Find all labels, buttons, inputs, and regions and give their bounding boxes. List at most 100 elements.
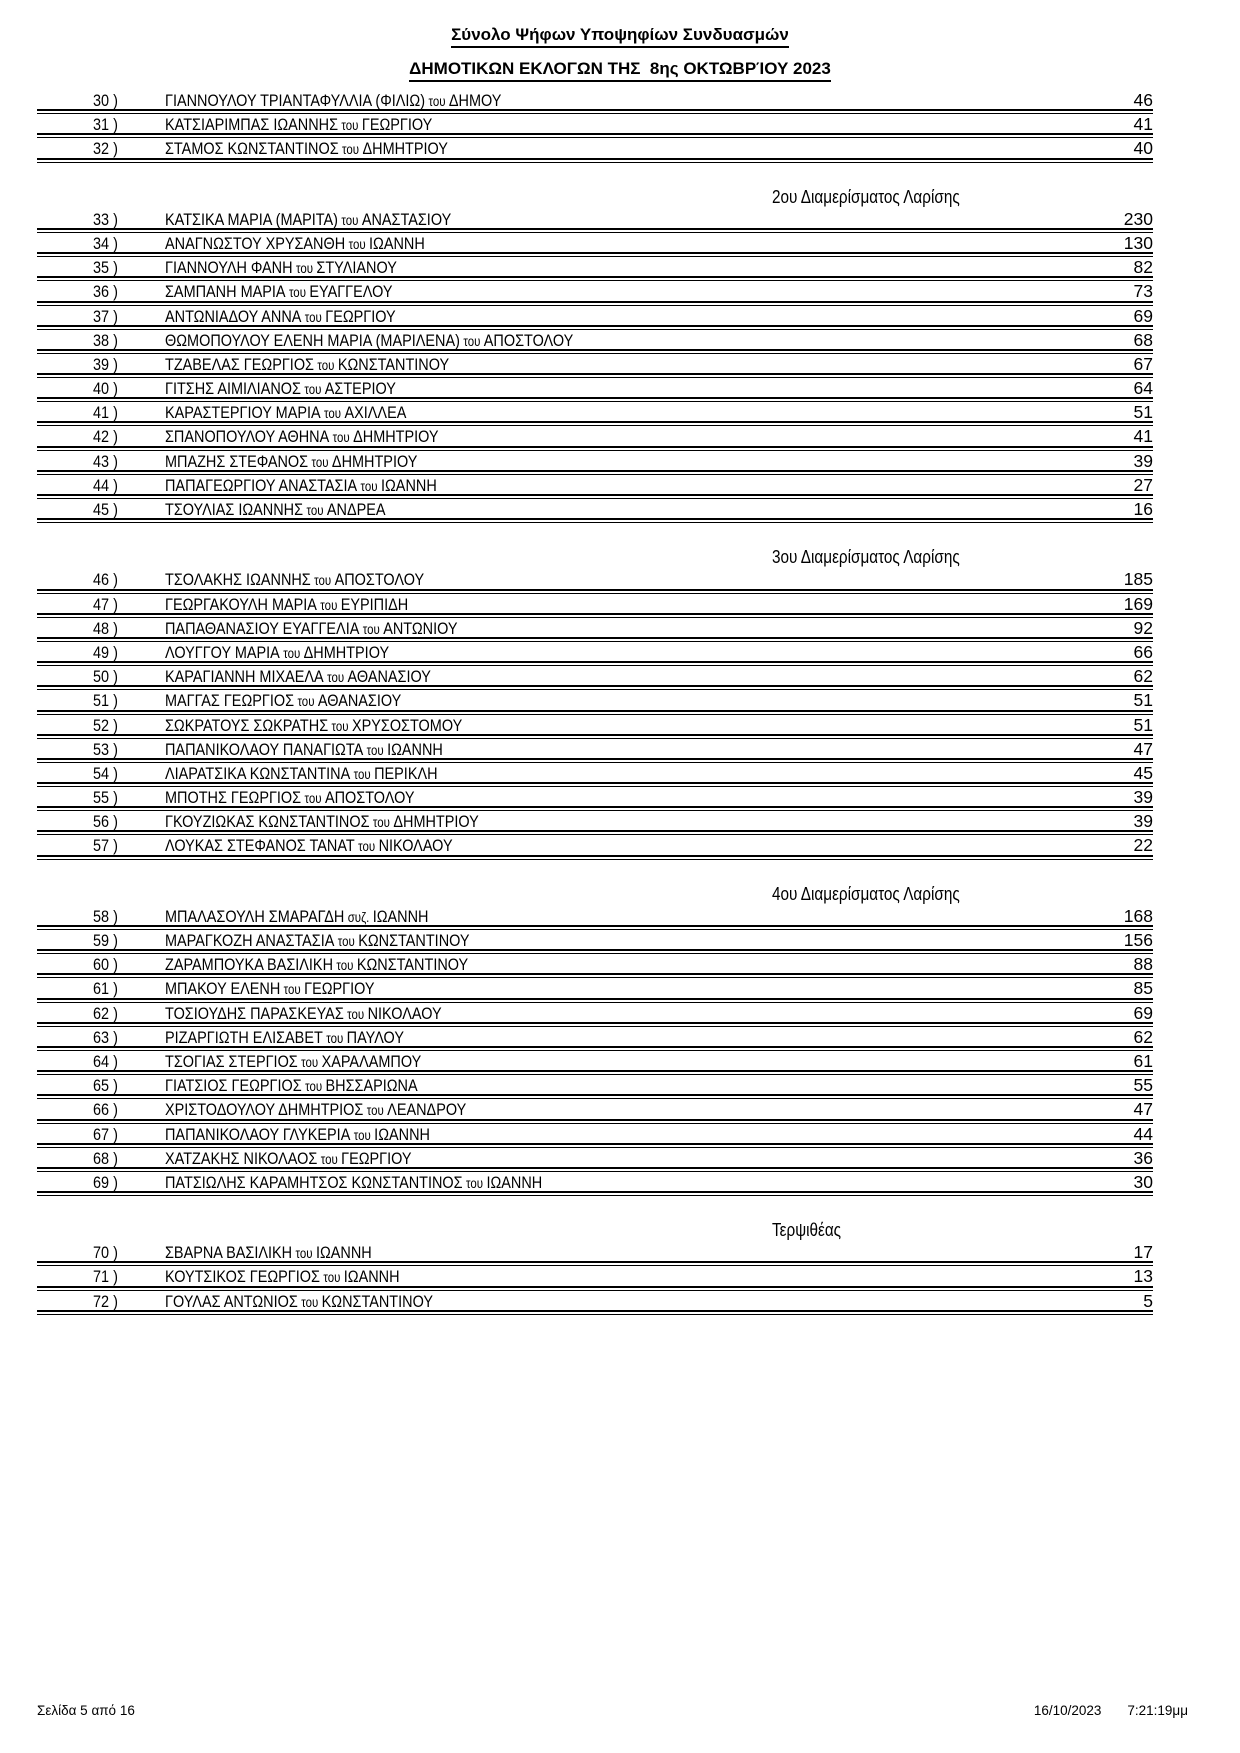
row-number: 68 )	[93, 1148, 118, 1168]
row-name-cell: ΣΠΑΝΟΠΟΥΛΟΥ ΑΘΗΝΑ του ΔΗΜΗΤΡΙΟΥ	[165, 428, 1134, 446]
candidate-name: ΡΙΖΑΡΓΙΩΤΗ ΕΛΙΣΑΒΕΤ	[165, 1027, 323, 1047]
patronymic-link: του	[331, 718, 349, 734]
row-number-cell: 62 )	[37, 1005, 165, 1022]
candidate-name: ΑΝΑΓΝΩΣΤΟΥ ΧΡΥΣΑΝΘΗ	[165, 233, 346, 253]
row-name-group: ΓΟΥΛΑΣ ΑΝΤΩΝΙΟΣ του ΚΩΝΣΤΑΝΤΙΝΟΥ	[165, 1293, 433, 1311]
row-number: 59 )	[93, 931, 118, 950]
row-divider	[37, 854, 1153, 860]
vote-count: 169	[1123, 593, 1153, 614]
patronymic-link: του	[428, 94, 446, 109]
row-line: 34 ) ΑΝΑΓΝΩΣΤΟΥ ΧΡΥΣΑΝΘΗ του ΙΩΑΝΝΗ 130	[37, 234, 1153, 253]
row-number: 48 )	[93, 618, 118, 638]
row-name-group: ΚΑΡΑΓΙΑΝΝΗ ΜΙΧΑΕΛΑ του ΑΘΑΝΑΣΙΟΥ	[165, 668, 431, 686]
table-row: 61 ) ΜΠΑΚΟΥ ΕΛΕΝΗ του ΓΕΩΡΓΙΟΥ 85	[37, 979, 1153, 1003]
row-divider	[37, 636, 1153, 642]
row-line: 46 ) ΤΣΟΛΑΚΗΣ ΙΩΑΝΝΗΣ του ΑΠΟΣΤΟΛΟΥ 185	[37, 570, 1153, 589]
candidate-name: ΠΑΤΣΙΩΛΗΣ ΚΑΡΑΜΗΤΣΟΣ ΚΩΝΣΤΑΝΤΙΝΟΣ	[165, 1172, 463, 1192]
row-number: 37 )	[93, 306, 118, 326]
row-number-cell: 70 )	[37, 1244, 165, 1261]
row-number-cell: 35 )	[37, 259, 165, 276]
row-divider	[37, 1309, 1153, 1315]
patronymic-link: του	[283, 645, 301, 661]
patronymic-link: του	[320, 597, 338, 613]
row-divider	[37, 469, 1153, 475]
row-divider	[37, 806, 1153, 812]
row-name-cell: ΓΟΥΛΑΣ ΑΝΤΩΝΙΟΣ του ΚΩΝΣΤΑΝΤΙΝΟΥ	[165, 1293, 1143, 1311]
candidate-name: ΓΙΑΤΣΙΟΣ ΓΕΩΡΓΙΟΣ	[165, 1076, 302, 1096]
table-row: 55 ) ΜΠΟΤΗΣ ΓΕΩΡΓΙΟΣ του ΑΠΟΣΤΟΛΟΥ 39	[37, 788, 1153, 812]
patronymic-link: του	[304, 791, 322, 807]
row-number: 41 )	[93, 403, 118, 423]
candidate-name: ΛΙΑΡΑΤΣΙΚΑ ΚΩΝΣΤΑΝΤΙΝΑ	[165, 763, 351, 783]
patronymic-name: ΑΠΟΣΤΟΛΟΥ	[334, 570, 425, 590]
candidate-name: ΚΑΡΑΓΙΑΝΝΗ ΜΙΧΑΕΛΑ	[165, 667, 324, 687]
candidate-name: ΣΠΑΝΟΠΟΥΛΟΥ ΑΘΗΝΑ	[165, 427, 330, 447]
row-divider	[37, 1094, 1153, 1100]
row-number-cell: 69 )	[37, 1174, 165, 1191]
row-number: 67 )	[93, 1124, 118, 1144]
row-number-cell: 37 )	[37, 308, 165, 325]
patronymic-link: του	[353, 766, 371, 782]
row-number: 54 )	[93, 763, 118, 783]
patronymic-name: ΑΠΟΣΤΟΛΟΥ	[324, 788, 415, 808]
row-divider	[37, 1045, 1153, 1051]
patronymic-name: ΙΩΑΝΝΗ	[387, 739, 443, 759]
table-row: 63 ) ΡΙΖΑΡΓΙΩΤΗ ΕΛΙΣΑΒΕΤ του ΠΑΥΛΟΥ 62	[37, 1028, 1153, 1052]
vote-count: 51	[1133, 402, 1153, 423]
row-name-group: ΓΚΟΥΖΙΩΚΑΣ ΚΩΝΣΤΑΝΤΙΝΟΣ του ΔΗΜΗΤΡΙΟΥ	[165, 813, 479, 831]
section-heading-label: 3ου Διαμερίσματος Λαρίσης	[772, 547, 960, 568]
candidate-name: ΑΝΤΩΝΙΑΔΟΥ ΑΝΝΑ	[165, 306, 302, 326]
candidate-name: ΛΟΥΓΓΟΥ ΜΑΡΙΑ	[165, 642, 280, 662]
row-divider	[37, 421, 1153, 427]
row-name-cell: ΚΑΡΑΣΤΕΡΓΙΟΥ ΜΑΡΙΑ του ΑΧΙΛΛΕΑ	[165, 404, 1134, 422]
row-name-group: ΠΑΠΑΓΕΩΡΓΙΟΥ ΑΝΑΣΤΑΣΙΑ του ΙΩΑΝΝΗ	[165, 477, 437, 495]
candidate-name: ΓΟΥΛΑΣ ΑΝΤΩΝΙΟΣ	[165, 1291, 298, 1311]
table-row: 50 ) ΚΑΡΑΓΙΑΝΝΗ ΜΙΧΑΕΛΑ του ΑΘΑΝΑΣΙΟΥ 62	[37, 667, 1153, 691]
patronymic-name: ΔΗΜΗΤΡΙΟΥ	[353, 427, 439, 447]
row-name-cell: ΠΑΠΑΘΑΝΑΣΙΟΥ ΕΥΑΓΓΕΛΙΑ του ΑΝΤΩΝΙΟΥ	[165, 620, 1134, 638]
row-number: 42 )	[93, 427, 118, 447]
row-number-cell: 46 )	[37, 571, 165, 588]
patronymic-name: ΒΗΣΣΑΡΙΩΝΑ	[325, 1076, 418, 1096]
row-line: 50 ) ΚΑΡΑΓΙΑΝΝΗ ΜΙΧΑΕΛΑ του ΑΘΑΝΑΣΙΟΥ 62	[37, 667, 1153, 686]
patronymic-name: ΔΗΜΗΤΡΙΟΥ	[393, 812, 479, 832]
row-name-group: ΠΑΠΑΘΑΝΑΣΙΟΥ ΕΥΑΓΓΕΛΙΑ του ΑΝΤΩΝΙΟΥ	[165, 620, 458, 638]
patronymic-name: ΙΩΑΝΝΗ	[343, 1267, 400, 1287]
candidate-name: ΠΑΠΑΝΙΚΟΛΑΟΥ ΠΑΝΑΓΙΩΤΑ	[165, 739, 364, 759]
row-line: 72 ) ΓΟΥΛΑΣ ΑΝΤΩΝΙΟΣ του ΚΩΝΣΤΑΝΤΙΝΟΥ 5	[37, 1292, 1153, 1311]
candidate-name: ΓΚΟΥΖΙΩΚΑΣ ΚΩΝΣΤΑΝΤΙΝΟΣ	[165, 812, 370, 832]
patronymic-link: του	[466, 1175, 484, 1191]
results-table: 30 ) ΓΙΑΝΝΟΥΛΟΥ ΤΡΙΑΝΤΑΦΥΛΛΙΑ (ΦΙΛΙΩ) του Δ…	[37, 91, 1153, 1316]
row-number-cell: 34 )	[37, 235, 165, 252]
row-name-cell: ΡΙΖΑΡΓΙΩΤΗ ΕΛΙΣΑΒΕΤ του ΠΑΥΛΟΥ	[165, 1029, 1134, 1047]
patronymic-name: ΔΗΜΟΥ	[448, 91, 502, 110]
patronymic-link: του	[348, 236, 366, 252]
patronymic-name: ΑΧΙΛΛΕΑ	[344, 403, 407, 423]
row-divider	[37, 445, 1153, 451]
table-row: 52 ) ΣΩΚΡΑΤΟΥΣ ΣΩΚΡΑΤΗΣ του ΧΡΥΣΟΣΤΟΜΟΥ 51	[37, 716, 1153, 740]
row-name-cell: ΜΠΑΖΗΣ ΣΤΕΦΑΝΟΣ του ΔΗΜΗΤΡΙΟΥ	[165, 453, 1134, 471]
patronymic-link: του	[332, 430, 350, 446]
row-line: 49 ) ΛΟΥΓΓΟΥ ΜΑΡΙΑ του ΔΗΜΗΤΡΙΟΥ 66	[37, 643, 1153, 662]
table-row: 42 ) ΣΠΑΝΟΠΟΥΛΟΥ ΑΘΗΝΑ του ΔΗΜΗΤΡΙΟΥ 41	[37, 427, 1153, 451]
candidate-name: ΤΣΟΥΛΙΑΣ ΙΩΑΝΝΗΣ	[165, 500, 304, 519]
candidate-name: ΣΤΑΜΟΣ ΚΩΝΣΤΑΝΤΙΝΟΣ	[165, 139, 339, 159]
patronymic-name: ΛΕΑΝΔΡΟΥ	[387, 1100, 467, 1120]
row-name-cell: ΜΠΑΛΑΣΟΥΛΗ ΣΜΑΡΑΓΔΗ συζ. ΙΩΑΝΝΗ	[165, 908, 1124, 926]
row-number: 43 )	[93, 451, 118, 471]
vote-count: 85	[1133, 978, 1153, 999]
row-line: 57 ) ΛΟΥΚΑΣ ΣΤΕΦΑΝΟΣ ΤΑΝΑΤ του ΝΙΚΟΛΑΟΥ 22	[37, 836, 1153, 855]
vote-count: 46	[1133, 90, 1153, 110]
vote-count: 39	[1133, 787, 1153, 808]
row-number-cell: 43 )	[37, 453, 165, 470]
patronymic-name: ΠΑΥΛΟΥ	[346, 1027, 404, 1047]
vote-count: 36	[1133, 1147, 1153, 1168]
row-number-cell: 38 )	[37, 332, 165, 349]
results-section: Τερψιθέας 70 ) ΣΒΑΡΝΑ ΒΑΣΙΛΙΚΗ του ΙΩΑΝΝΗ 17 7…	[37, 1221, 1153, 1316]
row-name-cell: ΣΒΑΡΝΑ ΒΑΣΙΛΙΚΗ του ΙΩΑΝΝΗ	[165, 1244, 1134, 1262]
vote-count: 16	[1133, 499, 1153, 519]
patronymic-link: του	[306, 503, 324, 518]
row-number-cell: 49 )	[37, 644, 165, 661]
row-name-group: ΤΖΑΒΕΛΑΣ ΓΕΩΡΓΙΟΣ του ΚΩΝΣΤΑΝΤΙΝΟΥ	[165, 356, 449, 374]
row-number: 65 )	[93, 1076, 118, 1096]
